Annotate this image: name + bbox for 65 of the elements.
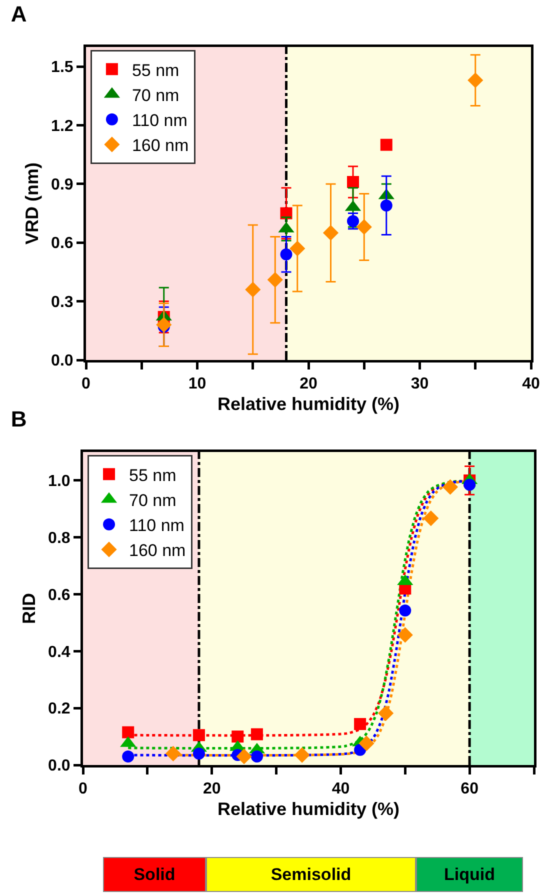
legend-label: 55 nm (129, 466, 176, 485)
point (399, 604, 412, 616)
x-tick-label: 60 (460, 780, 479, 798)
x-tick-label: 40 (332, 780, 350, 798)
x-tick-label: 20 (202, 780, 221, 798)
y-tick-label: 0.8 (48, 530, 70, 547)
x-tick-label: 30 (410, 376, 429, 393)
point (250, 750, 263, 762)
y-tick-label: 1.0 (48, 473, 70, 490)
x-tick-label: 20 (300, 376, 318, 393)
x-axis-title: Relative humidity (%) (217, 799, 400, 820)
point (380, 199, 392, 212)
y-axis-title: VRD (nm) (22, 162, 42, 244)
phase-scale: Solid Semisolid Liquid (103, 857, 523, 892)
point (280, 248, 292, 260)
y-tick-label: 0.2 (48, 700, 70, 718)
point (468, 72, 484, 88)
point (354, 718, 366, 730)
y-tick-label: 1.2 (51, 118, 74, 135)
legend-label: 110 nm (129, 516, 184, 536)
legend-label: 55 nm (132, 60, 180, 80)
point (358, 736, 374, 752)
y-tick-label: 0.3 (51, 294, 74, 311)
point (250, 728, 263, 740)
legend-label: 160 nm (132, 136, 189, 156)
x-tick-label: 10 (188, 376, 206, 393)
point (397, 627, 413, 643)
legend-label: 70 nm (129, 490, 176, 510)
point (423, 510, 439, 526)
y-tick-label: 0.6 (51, 235, 74, 252)
point (156, 316, 172, 333)
point (442, 479, 458, 495)
point (232, 730, 244, 743)
chart-title: A (10, 2, 27, 27)
legend-label: 160 nm (129, 541, 186, 560)
point (165, 746, 181, 762)
point (267, 272, 283, 288)
point (236, 748, 252, 764)
y-tick-label: 0.0 (51, 352, 74, 370)
y-tick-label: 0.9 (51, 176, 74, 194)
point (378, 705, 394, 722)
x-axis-title: Relative humidity (%) (217, 394, 400, 414)
y-axis-title: RID (19, 593, 39, 624)
x-tick-label: 0 (82, 376, 91, 393)
point (464, 478, 476, 491)
point (294, 747, 310, 763)
x-tick-label: 0 (78, 780, 88, 798)
point (380, 138, 392, 151)
chart-title: B (10, 406, 27, 432)
point (356, 219, 372, 235)
y-tick-label: 0.4 (48, 644, 70, 661)
point (192, 748, 205, 760)
y-tick-label: 1.5 (51, 59, 74, 76)
legend-label: 110 nm (132, 111, 188, 130)
point (192, 729, 205, 742)
point (322, 225, 339, 241)
x-tick-label: 40 (522, 376, 540, 393)
point (290, 240, 306, 256)
y-tick-label: 0.6 (48, 586, 70, 604)
point (347, 176, 359, 188)
point (122, 750, 134, 762)
point (245, 282, 261, 298)
point (122, 726, 134, 738)
y-tick-label: 0.0 (48, 758, 70, 775)
legend-label: 70 nm (132, 86, 180, 105)
